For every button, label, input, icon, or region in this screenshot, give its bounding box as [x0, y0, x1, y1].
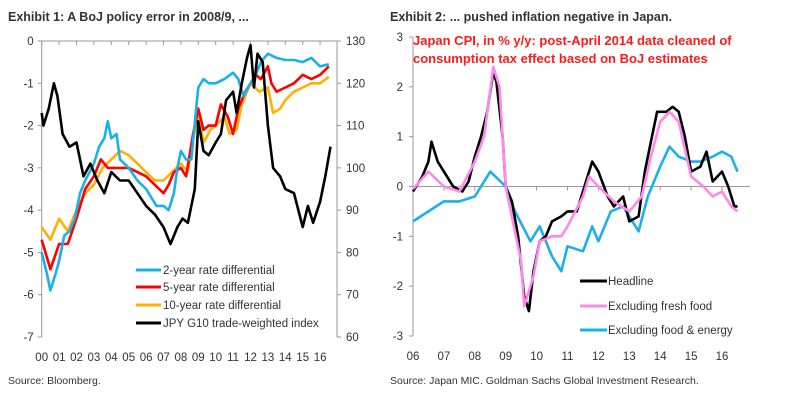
x-tick-label: 13 — [623, 351, 636, 363]
y-tick-label: -3 — [393, 331, 403, 343]
right-y-tick-label: 80 — [346, 247, 359, 259]
x-tick-label: 06 — [140, 352, 153, 364]
series-line-jpy — [40, 43, 332, 246]
right-y-tick-label: 130 — [346, 36, 365, 48]
exhibit2-subtitle-line1: Japan CPI, in % y/y: post-April 2014 dat… — [413, 33, 732, 48]
series-line-2y — [40, 52, 330, 292]
x-tick-label: 10 — [209, 352, 222, 364]
x-tick-label: 07 — [157, 352, 170, 364]
right-y-tick-label: 120 — [346, 78, 365, 90]
right-y-tick-label: 70 — [346, 290, 359, 302]
x-tick-label: 11 — [562, 351, 574, 363]
x-tick-label: 11 — [227, 352, 239, 364]
x-tick-label: 13 — [262, 352, 275, 364]
left-y-tick-label: -5 — [23, 247, 33, 259]
x-tick-label: 01 — [53, 352, 66, 364]
x-tick-label: 08 — [175, 352, 188, 364]
right-y-tick-label: 110 — [346, 121, 364, 133]
x-tick-label: 16 — [716, 351, 729, 363]
exhibit2-title: Exhibit 2: ... pushed inflation negative… — [390, 10, 672, 24]
x-tick-label: 09 — [192, 352, 205, 364]
x-tick-label: 00 — [35, 352, 48, 364]
series-line-core — [412, 145, 739, 273]
legend-label-2y: 2-year rate differential — [163, 265, 275, 277]
legend-label-headline: Headline — [608, 276, 653, 288]
right-y-tick-label: 100 — [346, 163, 365, 175]
legend-label-exfresh: Excluding fresh food — [608, 301, 712, 313]
exhibit1-plot: 0 -1 -2 -3 -4 -5 -6 -7 130 120 110 100 90 80 70 60 00 01 0… — [23, 36, 365, 364]
legend-label-core: Excluding food & energy — [608, 325, 733, 337]
x-tick-label: 12 — [592, 351, 605, 363]
x-tick-label: 03 — [88, 352, 101, 364]
y-tick-label: 0 — [397, 182, 403, 194]
x-tick-label: 16 — [314, 352, 327, 364]
left-y-tick-label: -7 — [23, 332, 33, 344]
x-tick-label: 02 — [70, 352, 83, 364]
x-tick-label: 04 — [105, 352, 118, 364]
legend-label-jpy: JPY G10 trade-weighted index — [163, 318, 319, 330]
x-tick-label: 10 — [530, 351, 543, 363]
x-tick-label: 08 — [468, 351, 481, 363]
series-line-exfresh — [412, 65, 739, 308]
right-y-tick-label: 90 — [346, 205, 359, 217]
y-tick-label: -1 — [393, 231, 403, 243]
x-tick-label: 12 — [244, 352, 257, 364]
exhibit2-subtitle-line2: consumption tax effect based on BoJ esti… — [413, 51, 708, 66]
left-y-tick-label: -4 — [23, 205, 34, 217]
x-tick-label: 09 — [499, 351, 512, 363]
series-line-headline — [411, 70, 738, 313]
left-y-tick-label: -1 — [23, 78, 33, 90]
legend-label-10y: 10-year rate differential — [163, 300, 281, 312]
y-tick-label: 2 — [397, 82, 403, 94]
exhibit1-source: Source: Bloomberg. — [8, 375, 101, 387]
left-y-tick-label: -6 — [23, 290, 33, 302]
exhibit2-source: Source: Japan MIC. Goldman Sachs Global … — [390, 375, 699, 387]
x-tick-label: 14 — [654, 351, 667, 363]
exhibit2-legend: Headline Excluding fresh food Excluding … — [580, 276, 733, 337]
right-y-tick-label: 60 — [346, 332, 359, 344]
x-tick-label: 07 — [438, 351, 451, 363]
x-tick-label: 15 — [296, 352, 309, 364]
y-tick-label: 3 — [397, 32, 403, 44]
legend-label-5y: 5-year rate differential — [163, 282, 275, 294]
x-tick-label: 15 — [685, 351, 698, 363]
left-y-tick-label: 0 — [27, 36, 33, 48]
y-tick-label: 1 — [397, 132, 403, 144]
x-tick-label: 05 — [122, 352, 135, 364]
left-y-tick-label: -2 — [23, 121, 33, 133]
y-tick-label: -2 — [393, 281, 403, 293]
left-y-tick-label: -3 — [23, 163, 33, 175]
exhibit1-title: Exhibit 1: A BoJ policy error in 2008/9,… — [8, 10, 249, 24]
x-tick-label: 06 — [407, 351, 420, 363]
x-tick-label: 14 — [279, 352, 292, 364]
exhibit1-legend: 2-year rate differential 5-year rate dif… — [136, 265, 319, 330]
